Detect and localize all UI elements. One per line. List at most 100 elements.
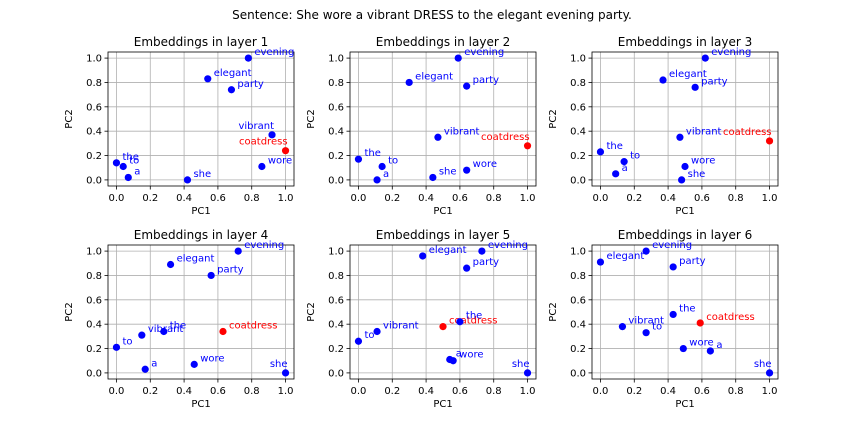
x-axis-label: PC1: [675, 399, 694, 410]
x-tick-label: 0.8: [728, 193, 744, 204]
point-label-a: a: [456, 349, 462, 360]
x-tick-label: 0.6: [694, 386, 710, 397]
point-label-party: party: [473, 75, 500, 86]
y-tick-label: 0.6: [570, 102, 586, 113]
x-tick-label: 0.4: [660, 193, 676, 204]
x-tick-label: 0.6: [452, 193, 468, 204]
y-axis-label: PC2: [64, 302, 75, 321]
x-tick-label: 1.0: [278, 386, 294, 397]
x-tick-label: 0.8: [486, 386, 502, 397]
axes-frame: [349, 51, 537, 187]
point-label-wore: wore: [689, 338, 713, 349]
plot-area: [108, 245, 294, 379]
y-tick-label: 0.8: [86, 271, 102, 282]
point-vibrant: [618, 323, 627, 331]
x-tick-label: 1.0: [520, 386, 536, 397]
x-tick-label: 0.2: [142, 386, 158, 397]
y-tick-label: 0.0: [570, 368, 586, 379]
point-to: [620, 158, 628, 166]
subplot-layer-6: 0.0 0.2 0.4 0.6 0.8 1.0 0.0 0.2 0.4 0.6 0.8 1.0 Embe…: [548, 228, 779, 410]
point-evening: [454, 54, 462, 62]
y-tick-label: 1.0: [328, 247, 344, 258]
subplot-layer-2: 0.0 0.2 0.4 0.6 0.8 1.0 0.0 0.2 0.4 0.6 0.8 1.0 Embe…: [306, 35, 537, 217]
point-label-wore: wore: [459, 350, 483, 361]
point-the: [112, 159, 121, 167]
subplot-title: Embeddings in layer 2: [376, 35, 510, 49]
x-tick-label: 0.4: [176, 386, 192, 397]
y-tick-label: 1.0: [86, 247, 102, 258]
subplot-layer-3: 0.0 0.2 0.4 0.6 0.8 1.0 0.0 0.2 0.4 0.6 0.8 1.0 Embe…: [548, 35, 779, 217]
point-she: [765, 369, 774, 377]
y-tick-label: 0.0: [328, 175, 344, 186]
point-label-wore: wore: [473, 159, 497, 170]
point-she: [183, 176, 192, 184]
x-tick-label: 0.4: [660, 386, 676, 397]
x-tick-label: 0.8: [728, 386, 744, 397]
point-label-to: to: [388, 156, 398, 167]
y-tick-label: 0.8: [328, 78, 344, 89]
subplot-title: Embeddings in layer 4: [134, 228, 268, 242]
point-label-elegant: elegant: [669, 69, 707, 80]
y-tick-label: 0.6: [328, 295, 344, 306]
point-elegant: [166, 260, 175, 269]
point-label-a: a: [716, 340, 722, 351]
point-evening: [234, 247, 242, 255]
point-party: [691, 83, 699, 91]
point-coatdress: [696, 319, 704, 327]
point-label-coatdress: coatdress: [723, 127, 771, 138]
point-label-to: to: [364, 330, 374, 341]
subplot-layer-1: 0.0 0.2 0.4 0.6 0.8 1.0 0.0 0.2 0.4 0.6 0.8 1.0 Embe…: [64, 35, 295, 217]
point-label-a: a: [622, 163, 628, 174]
point-vibrant: [138, 331, 146, 339]
point-label-a: a: [134, 166, 140, 177]
y-tick-label: 1.0: [86, 54, 102, 65]
y-tick-label: 0.2: [570, 344, 586, 355]
point-the: [456, 318, 464, 326]
axes-frame: [349, 244, 537, 380]
subplot-title: Embeddings in layer 5: [376, 228, 510, 242]
point-she: [429, 173, 437, 182]
point-elegant: [659, 76, 667, 84]
point-the: [669, 310, 677, 319]
y-tick-label: 0.8: [328, 271, 344, 282]
point-label-party: party: [217, 264, 244, 275]
point-to: [119, 162, 127, 171]
x-tick-label: 0.0: [109, 193, 125, 204]
y-tick-label: 0.6: [86, 102, 102, 113]
x-tick-label: 1.0: [762, 386, 778, 397]
x-tick-label: 0.6: [210, 193, 226, 204]
point-coatdress: [439, 323, 447, 331]
point-party: [207, 271, 215, 280]
y-axis-label: PC2: [306, 302, 317, 321]
axes-frame: [591, 244, 779, 380]
figure-suptitle: Sentence: She wore a vibrant DRESS to th…: [232, 8, 632, 22]
point-vibrant: [434, 133, 442, 141]
point-a: [373, 176, 381, 184]
point-she: [523, 369, 532, 377]
point-label-party: party: [237, 79, 264, 90]
point-label-evening: evening: [254, 47, 294, 58]
point-label-to: to: [652, 322, 662, 333]
point-label-evening: evening: [244, 240, 284, 251]
point-label-vibrant: vibrant: [383, 320, 419, 331]
point-a: [141, 365, 149, 373]
x-tick-label: 0.0: [109, 386, 125, 397]
y-axis-label: PC2: [548, 109, 559, 128]
x-axis-label: PC1: [433, 399, 452, 410]
x-axis-label: PC1: [675, 206, 694, 217]
y-tick-label: 0.8: [570, 78, 586, 89]
y-tick-label: 0.8: [86, 78, 102, 89]
subplot-title: Embeddings in layer 3: [618, 35, 752, 49]
x-tick-label: 0.2: [626, 386, 642, 397]
x-axis-label: PC1: [191, 399, 210, 410]
point-label-the: the: [364, 148, 380, 159]
y-tick-label: 0.0: [86, 368, 102, 379]
point-party: [669, 263, 677, 271]
point-label-she: she: [754, 359, 772, 370]
y-tick-label: 0.8: [570, 271, 586, 282]
point-elegant: [204, 75, 212, 83]
y-axis-label: PC2: [306, 109, 317, 128]
point-vibrant: [373, 327, 381, 336]
subplot-title: Embeddings in layer 1: [134, 35, 268, 49]
